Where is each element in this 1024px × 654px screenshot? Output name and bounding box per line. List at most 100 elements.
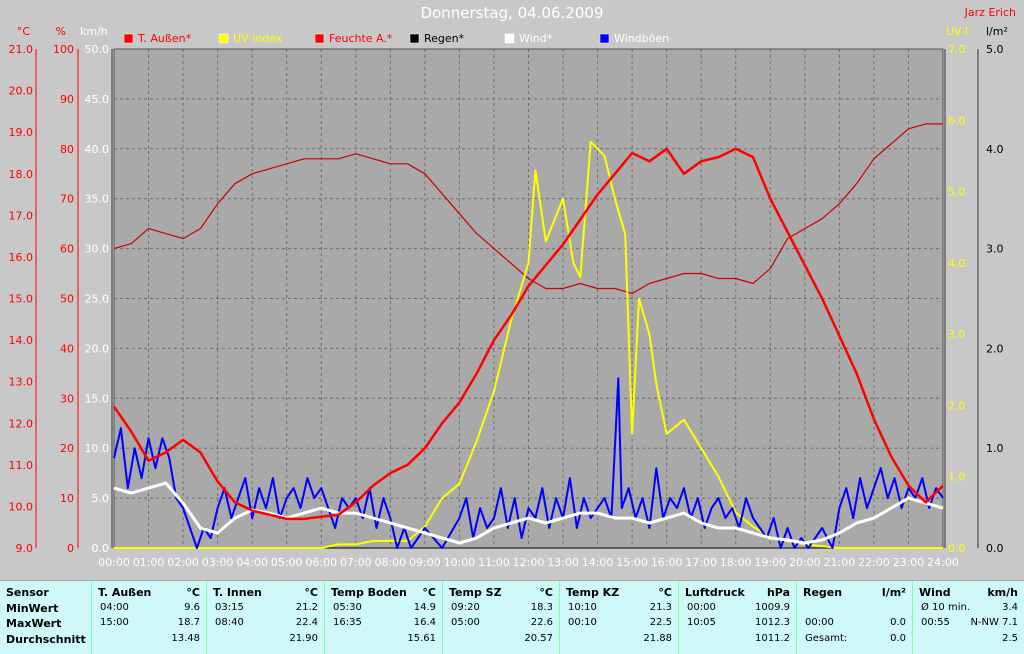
x-tick-label: 12:00 bbox=[513, 556, 545, 569]
uv-tick-label: 0.0 bbox=[948, 542, 966, 555]
x-tick-label: 10:00 bbox=[444, 556, 476, 569]
wind-tick-label: 35.0 bbox=[85, 193, 110, 206]
wind-tick-label: 30.0 bbox=[85, 243, 110, 256]
stat-value: 21.2 bbox=[295, 602, 318, 613]
wind-axis-unit: km/h bbox=[80, 25, 108, 38]
stat-time: Gesamt: bbox=[805, 633, 848, 644]
rain-tick-label: 2.0 bbox=[986, 342, 1004, 355]
stat-time: 15:00 bbox=[100, 617, 129, 628]
stat-unit: °C bbox=[539, 586, 553, 599]
stat-value: N-NW 7.1 bbox=[970, 617, 1018, 628]
stat-unit: °C bbox=[186, 586, 200, 599]
temp-tick-label: 11.0 bbox=[9, 459, 34, 472]
stat-value: 18.3 bbox=[530, 602, 553, 613]
stat-column: Temp KZ °C 10:10 21.3 00:10 22.5 21.88 bbox=[559, 581, 678, 654]
x-tick-label: 18:00 bbox=[720, 556, 752, 569]
x-tick-label: 08:00 bbox=[374, 556, 406, 569]
wind-tick-label: 45.0 bbox=[85, 93, 110, 106]
series-line-windb-en bbox=[113, 377, 944, 549]
humidity-tick-label: 70 bbox=[60, 193, 74, 206]
uv-tick-label: 1.0 bbox=[948, 471, 966, 484]
chart-title: Donnerstag, 04.06.2009 bbox=[420, 4, 604, 22]
series-line-t-au-en bbox=[112, 147, 944, 521]
stat-value: 14.9 bbox=[413, 602, 436, 613]
stat-time: 05:00 bbox=[451, 617, 480, 628]
temp-tick-label: 16.0 bbox=[9, 251, 34, 264]
rain-tick-label: 0.0 bbox=[986, 542, 1004, 555]
x-tick-label: 06:00 bbox=[305, 556, 337, 569]
stat-time: 05:30 bbox=[333, 602, 362, 613]
humidity-tick-label: 90 bbox=[60, 93, 74, 106]
series-line-feuchte-a bbox=[113, 123, 943, 295]
legend-label: Wind* bbox=[519, 32, 553, 45]
humidity-tick-label: 40 bbox=[60, 342, 74, 355]
x-tick-label: 09:00 bbox=[409, 556, 441, 569]
uv-tick-label: 7.0 bbox=[948, 43, 966, 56]
rain-tick-label: 1.0 bbox=[986, 442, 1004, 455]
humidity-tick-label: 20 bbox=[60, 442, 74, 455]
legend-swatch bbox=[504, 33, 515, 44]
humidity-tick-label: 30 bbox=[60, 392, 74, 405]
x-tick-label: 15:00 bbox=[616, 556, 648, 569]
uv-tick-label: 4.0 bbox=[948, 257, 966, 270]
stat-column: Regen l/m² 00:00 0.0 Gesamt: 0.0 bbox=[796, 581, 912, 654]
stat-unit: km/h bbox=[987, 586, 1018, 599]
temp-tick-label: 10.0 bbox=[9, 500, 34, 513]
stat-time: 09:20 bbox=[451, 602, 480, 613]
stat-time: Ø 10 min. bbox=[921, 602, 970, 613]
stat-unit: °C bbox=[304, 586, 318, 599]
stat-header: Regen bbox=[803, 586, 843, 599]
x-tick-label: 14:00 bbox=[582, 556, 614, 569]
stat-value: 1012.3 bbox=[755, 617, 790, 628]
stat-column: Wind km/h Ø 10 min. 3.4 00:55 N-NW 7.1 2.5 bbox=[912, 581, 1024, 654]
stat-time: 00:55 bbox=[921, 617, 950, 628]
x-tick-label: 03:00 bbox=[202, 556, 234, 569]
stat-value: 2.5 bbox=[1002, 633, 1018, 644]
legend-swatch bbox=[218, 33, 229, 44]
humidity-tick-label: 0 bbox=[67, 542, 74, 555]
stat-header: Temp KZ bbox=[566, 586, 620, 599]
x-tick-label: 20:00 bbox=[789, 556, 821, 569]
stat-time: 00:00 bbox=[687, 602, 716, 613]
stat-time: 10:05 bbox=[687, 617, 716, 628]
sensor-row-label: MaxWert bbox=[6, 617, 62, 630]
temp-tick-label: 12.0 bbox=[9, 417, 34, 430]
stat-value: 21.90 bbox=[289, 633, 318, 644]
temp-axis-unit: °C bbox=[17, 25, 31, 38]
temp-tick-label: 15.0 bbox=[9, 293, 34, 306]
uv-tick-label: 2.0 bbox=[948, 399, 966, 412]
statistics-table: Sensor MinWert MaxWert Durchschnitt T. Außen… bbox=[0, 580, 1024, 654]
rain-tick-label: 5.0 bbox=[986, 43, 1004, 56]
humidity-axis-unit: % bbox=[56, 25, 66, 38]
legend-swatch bbox=[599, 33, 610, 44]
stat-value: 0.0 bbox=[890, 617, 906, 628]
x-tick-label: 04:00 bbox=[236, 556, 268, 569]
stat-value: 1009.9 bbox=[755, 602, 790, 613]
temp-tick-label: 20.0 bbox=[9, 85, 34, 98]
x-tick-label: 02:00 bbox=[167, 556, 199, 569]
wind-tick-label: 5.0 bbox=[92, 492, 110, 505]
wind-tick-label: 20.0 bbox=[85, 342, 110, 355]
stat-value: 13.48 bbox=[171, 633, 200, 644]
x-tick-label: 01:00 bbox=[133, 556, 165, 569]
humidity-tick-label: 50 bbox=[60, 293, 74, 306]
weather-chart-area: Donnerstag, 04.06.2009 Jarz Erich 21.0 20… bbox=[9, 4, 1017, 569]
legend-label: Feuchte A.* bbox=[329, 32, 393, 45]
stat-value: 21.3 bbox=[649, 602, 672, 613]
stat-column: T. Innen °C 03:15 21.2 08:40 22.4 21.90 bbox=[206, 581, 324, 654]
stat-value: 15.61 bbox=[407, 633, 436, 644]
temp-tick-label: 18.0 bbox=[9, 168, 34, 181]
x-tick-label: 00:00 bbox=[98, 556, 130, 569]
stat-header: Temp SZ bbox=[449, 586, 502, 599]
stat-value: 16.4 bbox=[413, 617, 436, 628]
weather-chart: 21.0 20.0 19.0 18.0 17.0 16.0 15.0 14.0 13.0 12.0… bbox=[9, 25, 1008, 569]
stat-value: 3.4 bbox=[1002, 602, 1018, 613]
stat-header: Wind bbox=[919, 586, 951, 599]
stat-value: 9.6 bbox=[184, 602, 200, 613]
stat-time: 10:10 bbox=[568, 602, 597, 613]
legend-label: T. Außen* bbox=[137, 32, 192, 45]
wind-tick-label: 50.0 bbox=[85, 43, 110, 56]
stat-time: 00:00 bbox=[805, 617, 834, 628]
uv-tick-label: 6.0 bbox=[948, 114, 966, 127]
x-tick-label: 07:00 bbox=[340, 556, 372, 569]
